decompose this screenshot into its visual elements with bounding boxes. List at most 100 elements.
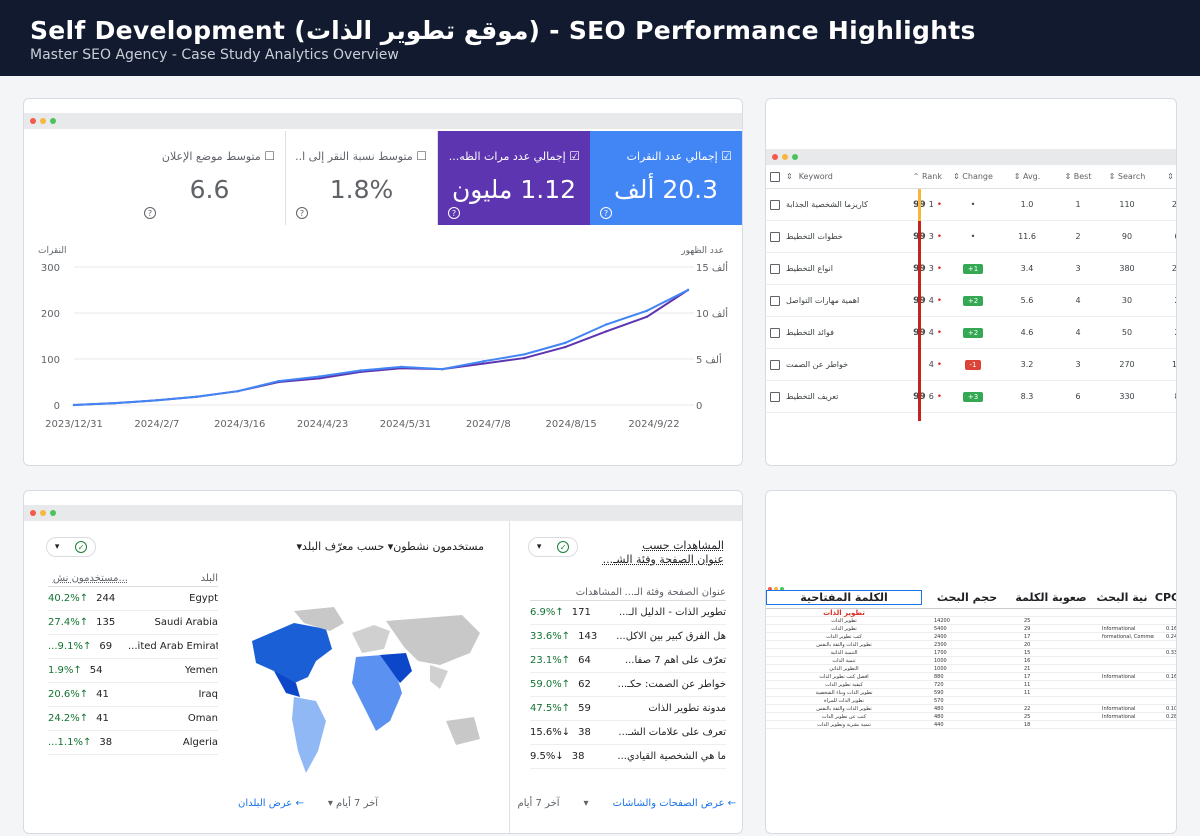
rank-row[interactable]: خطوات التخطيط99 3 ••11.62906 (766, 221, 1176, 253)
sheet-cell-cpc: 0.28 (1166, 713, 1177, 720)
metric-tile[interactable]: ☐ متوسط موضع الإعلان 6.6? (134, 131, 286, 225)
help-icon[interactable]: ? (144, 207, 156, 219)
rank-value: 1 (928, 199, 934, 209)
check-icon: ✓ (75, 541, 88, 553)
data-point (686, 288, 690, 292)
change-percent: 15.6%↓ (530, 727, 571, 738)
metric-checkbox[interactable]: ☐ (416, 149, 427, 163)
country-row[interactable]: 40.2%↑ 244 Egypt (48, 587, 218, 611)
col-keyword[interactable]: Keyword (798, 172, 833, 181)
rank-table-header: ⇕ Keyword ⌃ Rank ⇕ Change ⇕ Avg. ⇕ Best … (766, 165, 1177, 189)
select-all-checkbox[interactable] (770, 171, 780, 182)
country-row[interactable]: ...9.1%↑ 69 ...ited Arab Emirates (48, 635, 218, 659)
col-rank[interactable]: Rank (922, 172, 942, 181)
row-checkbox[interactable] (770, 263, 780, 274)
page-title-cell: تطوير الذات - الدليل الـ... (618, 607, 726, 618)
compare-toggle[interactable]: ▾ ✓ (46, 537, 96, 557)
country-row[interactable]: 20.6%↑ 41 Iraq (48, 683, 218, 707)
col-ev[interactable]: EV (1176, 172, 1177, 181)
country-row[interactable]: 1.9%↑ 54 Yemen (48, 659, 218, 683)
metric-label-text: متوسط موضع الإعلان (161, 150, 261, 163)
change-percent: 40.2%↑ (48, 593, 89, 604)
rank-row[interactable]: خواطر عن الصمت 4 • -1 3.2 3 270 16 (766, 349, 1176, 381)
users-value: 54 (89, 665, 103, 676)
metric-tile[interactable]: ☑ إجمالي عدد النقرات 20.3 ألف? (590, 131, 742, 225)
row-checkbox[interactable] (770, 231, 780, 242)
metric-checkbox[interactable]: ☐ (264, 149, 275, 163)
country-row[interactable]: 27.4%↑ 135 Saudi Arabia (48, 611, 218, 635)
page-row[interactable]: 23.1%↑ 64 تعرّف على أهم 7 صفا... (530, 649, 726, 673)
metric-label: ☑ إجمالي عدد مرات الظه... (448, 149, 580, 163)
col-change[interactable]: Change (962, 172, 993, 181)
page-row[interactable]: 33.6%↑ 143 هل الفرق كبير بين الاكل... (530, 625, 726, 649)
page-title: Self Development (موقع تطوير الذات) - SE… (30, 16, 976, 45)
row-checkbox[interactable] (770, 391, 780, 402)
rank-row[interactable]: تعريف التخطيط99 6 •+38.363308 (766, 381, 1176, 413)
row-checkbox[interactable] (770, 359, 780, 370)
sheet-cell-kw: تنمية الذات (832, 657, 856, 664)
metric-checkbox[interactable]: ☑ (569, 149, 580, 163)
ev-value: 6 (1154, 232, 1176, 241)
sheet-row: تطوير الذات 14200 25 (766, 617, 1176, 625)
left-axis-title: النقرات (38, 246, 66, 256)
rank-value: 6 (928, 391, 934, 401)
countries-title: مستخدمون نشطون▾ حسب معرّف البلد▾ (296, 540, 484, 553)
page-row[interactable]: 6.9%↑ 171 تطوير الذات - الدليل الـ... (530, 601, 726, 625)
metric-tile[interactable]: ☐ متوسط نسبة النقر إلى ا... 1.8%? (286, 131, 438, 225)
row-checkbox[interactable] (770, 295, 780, 306)
rank-row[interactable]: كاريزما الشخصية الجذابة99 1 ••1.0111029 (766, 189, 1176, 221)
page-row[interactable]: 59.0%↑ 62 خواطر عن الصمت: حكـ... (530, 673, 726, 697)
keyword-text: خواطر عن الصمت (786, 360, 849, 369)
rank-indicator (918, 221, 921, 421)
sheet-cell-diff: 17 (1024, 633, 1031, 640)
change-percent: 24.2%↑ (48, 713, 89, 724)
data-point (604, 330, 608, 333)
alert-dot-icon: • (933, 231, 942, 242)
col-search[interactable]: Search (1117, 172, 1146, 181)
best-value: 3 (1075, 360, 1081, 369)
x-tick-label: 2024/8/15 (546, 419, 597, 430)
sheet-cell-vol: 480 (934, 705, 944, 712)
performance-chart: النقرات عدد الظهور 300 15 ألف 200 10 ألف 100 5 … (38, 246, 728, 430)
page-title-cell: تعرّف على أهم 7 صفا... (624, 655, 726, 666)
change-percent: 23.1%↑ (530, 655, 571, 666)
countries-footer: عرض البلدان ← ▾ آخر 7 أيام (238, 798, 379, 809)
page-row[interactable]: 15.6%↓ 38 تعرف على علامات الشـ... (530, 721, 726, 745)
row-checkbox[interactable] (770, 199, 780, 210)
help-icon[interactable]: ? (448, 207, 460, 219)
rank-row[interactable]: اهمية مهارات التواصل99 4 •+25.64302 (766, 285, 1176, 317)
alert-dot-icon: • (933, 295, 942, 306)
row-checkbox[interactable] (770, 327, 780, 338)
metric-checkbox[interactable]: ☑ (721, 149, 732, 163)
page-row[interactable]: 9.5%↓ 38 ما هي الشخصية القيادي... (530, 745, 726, 769)
metric-value: 1.8% (329, 175, 394, 204)
rank-row[interactable]: انواع التخطيط99 3 •+13.4338027 (766, 253, 1176, 285)
sheet-row: تطوير الذات وبناء الشخصية 590 11 (766, 689, 1176, 697)
compare-toggle[interactable]: ▾ ✓ (528, 537, 578, 557)
series-line-clicks (73, 289, 689, 406)
series-line-impressions (73, 289, 689, 406)
views-value: 59 (578, 703, 591, 714)
pages-title: المشاهدات حسب عنوان الصفحة وفئة الشـ... (602, 539, 724, 566)
view-pages-link[interactable]: عرض الصفحات والشاشات ← (612, 798, 736, 809)
view-countries-link[interactable]: عرض البلدان ← (238, 798, 304, 809)
period-select[interactable]: آخر 7 أيام (517, 798, 560, 809)
change-percent: 47.5%↑ (530, 703, 571, 714)
help-icon[interactable]: ? (296, 207, 308, 219)
rank-value: 4 (928, 359, 934, 369)
country-row[interactable]: ...1.1%↑ 38 Algeria (48, 731, 218, 755)
sheet-row: تنمية الذات 1000 16 (766, 657, 1176, 665)
sheet-cell-cpc: 0.10 (1166, 705, 1177, 712)
col-avg[interactable]: Avg. (1022, 172, 1041, 181)
period-select[interactable]: آخر 7 أيام (336, 798, 379, 809)
country-row[interactable]: 24.2%↑ 41 Oman (48, 707, 218, 731)
rank-row[interactable]: فوائد التخطيط99 4 •+24.64502 (766, 317, 1176, 349)
col-best[interactable]: Best (1073, 172, 1092, 181)
help-icon[interactable]: ? (600, 207, 612, 219)
page-row[interactable]: 47.5%↑ 59 مدونة تطوير الذات (530, 697, 726, 721)
change-percent: 1.9%↑ (48, 665, 82, 676)
keyword-text: انواع التخطيط (786, 264, 833, 273)
metric-tile[interactable]: ☑ إجمالي عدد مرات الظه... 1.12 مليون? (438, 131, 590, 225)
metric-label: ☐ متوسط نسبة النقر إلى ا... (296, 149, 427, 163)
metric-label: ☑ إجمالي عدد النقرات (600, 149, 732, 163)
